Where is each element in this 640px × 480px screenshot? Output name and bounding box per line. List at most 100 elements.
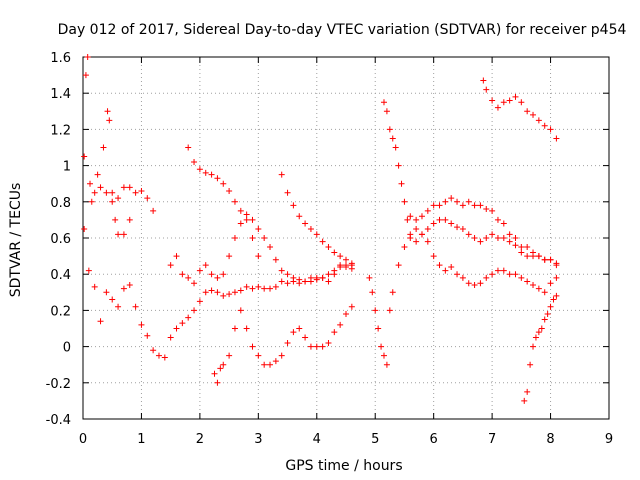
data-point	[217, 365, 224, 372]
data-point	[480, 77, 487, 84]
data-point	[535, 329, 542, 336]
data-point	[436, 216, 443, 223]
data-point	[401, 244, 408, 251]
data-point	[255, 253, 262, 260]
data-point	[383, 361, 390, 368]
data-point	[307, 274, 314, 281]
data-point	[442, 198, 449, 205]
data-point	[150, 347, 157, 354]
data-point	[144, 332, 151, 339]
data-point	[541, 289, 548, 296]
x-axis-label: GPS time / hours	[285, 458, 402, 474]
y-tick-label: 0.2	[50, 304, 71, 319]
data-point	[267, 244, 274, 251]
data-point	[226, 187, 233, 194]
data-point	[226, 291, 233, 298]
data-point	[459, 274, 466, 281]
data-point	[518, 99, 525, 106]
data-point	[115, 231, 122, 238]
data-point	[512, 235, 519, 241]
data-point	[120, 184, 127, 191]
data-point	[494, 235, 501, 241]
data-point	[179, 320, 186, 327]
data-point	[132, 189, 139, 196]
data-point	[91, 189, 98, 196]
data-point	[319, 238, 326, 245]
data-point	[395, 162, 402, 169]
data-point	[231, 198, 238, 205]
data-point	[459, 202, 466, 209]
data-point	[272, 283, 279, 290]
data-point	[454, 198, 461, 205]
data-point	[87, 180, 94, 187]
y-tick-label: -0.2	[46, 377, 71, 392]
data-point	[483, 235, 490, 241]
data-point	[337, 263, 344, 270]
series-sat-j	[407, 216, 560, 269]
x-tick-label: 9	[605, 432, 613, 447]
data-point	[120, 285, 127, 292]
data-point	[94, 171, 101, 178]
data-point	[524, 253, 531, 260]
data-point	[284, 339, 291, 346]
series-sat-b	[81, 54, 157, 214]
data-point	[547, 256, 554, 263]
data-point	[404, 216, 411, 223]
data-point	[325, 278, 332, 285]
series-sat-k	[480, 77, 560, 142]
series-sat-c	[88, 108, 133, 238]
x-tick-label: 1	[137, 432, 145, 447]
data-point	[541, 122, 548, 129]
data-point	[211, 370, 218, 377]
data-point	[535, 253, 542, 260]
data-point	[214, 175, 221, 182]
data-point	[243, 325, 250, 332]
y-tick-label: 1.6	[50, 51, 71, 66]
data-point	[167, 262, 174, 269]
data-point	[331, 329, 338, 336]
data-point	[459, 225, 466, 232]
data-point	[261, 235, 268, 241]
data-point	[541, 316, 548, 323]
data-point	[103, 189, 110, 196]
data-point	[494, 104, 501, 111]
data-point	[471, 235, 478, 241]
data-point	[115, 195, 122, 202]
data-point	[81, 225, 88, 232]
data-point	[547, 126, 554, 133]
data-point	[380, 99, 387, 106]
data-point	[524, 244, 531, 251]
data-point	[530, 111, 537, 118]
data-point	[214, 379, 221, 386]
data-point	[319, 343, 326, 350]
data-point	[85, 267, 92, 274]
data-point	[500, 220, 507, 227]
y-tick-label: -0.4	[46, 413, 71, 428]
data-point	[506, 231, 513, 238]
data-point	[267, 361, 274, 368]
data-point	[331, 249, 338, 256]
data-point	[109, 198, 116, 205]
data-point	[530, 343, 537, 350]
data-point	[313, 343, 320, 350]
data-point	[237, 307, 244, 314]
data-point	[392, 144, 399, 151]
data-points	[81, 54, 560, 404]
data-point	[249, 216, 256, 223]
series-sat-d	[185, 144, 355, 285]
data-point	[401, 198, 408, 205]
data-point	[313, 231, 320, 238]
data-point	[120, 231, 127, 238]
x-tick-label: 5	[371, 432, 379, 447]
data-point	[518, 244, 525, 251]
series-sat-l	[521, 292, 560, 404]
data-point	[208, 171, 215, 178]
data-point	[418, 213, 425, 220]
series-sat-h	[366, 225, 560, 368]
data-point	[255, 225, 262, 232]
y-axis-label: SDTVAR / TECUs	[8, 183, 24, 298]
data-point	[521, 397, 528, 404]
data-point	[553, 292, 560, 299]
data-point	[386, 126, 393, 133]
data-point	[138, 321, 145, 328]
